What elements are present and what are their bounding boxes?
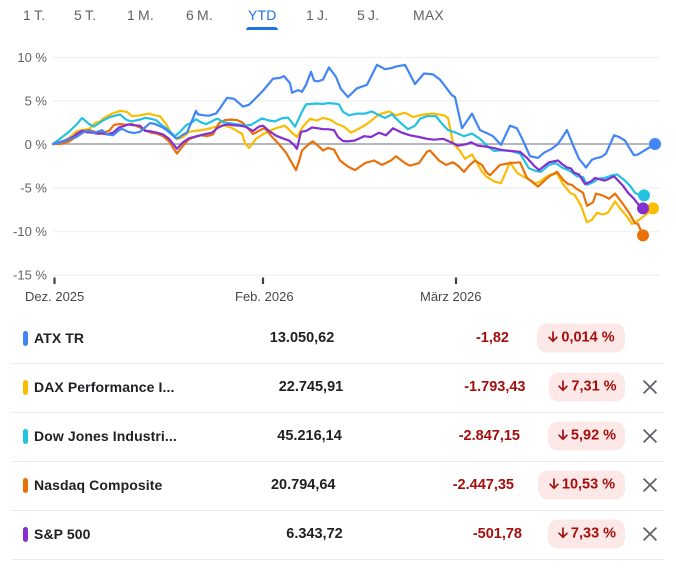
svg-text:Feb. 2026: Feb. 2026 xyxy=(235,289,294,304)
svg-text:Dez. 2025: Dez. 2025 xyxy=(25,289,84,304)
svg-text:März 2026: März 2026 xyxy=(420,289,481,304)
svg-text:-10 %: -10 % xyxy=(13,224,47,239)
svg-text:-5 %: -5 % xyxy=(20,181,47,196)
svg-text:10 %: 10 % xyxy=(17,50,47,65)
svg-text:-15 %: -15 % xyxy=(13,268,47,283)
svg-text:0 %: 0 % xyxy=(25,137,48,152)
svg-text:5 %: 5 % xyxy=(25,94,48,109)
